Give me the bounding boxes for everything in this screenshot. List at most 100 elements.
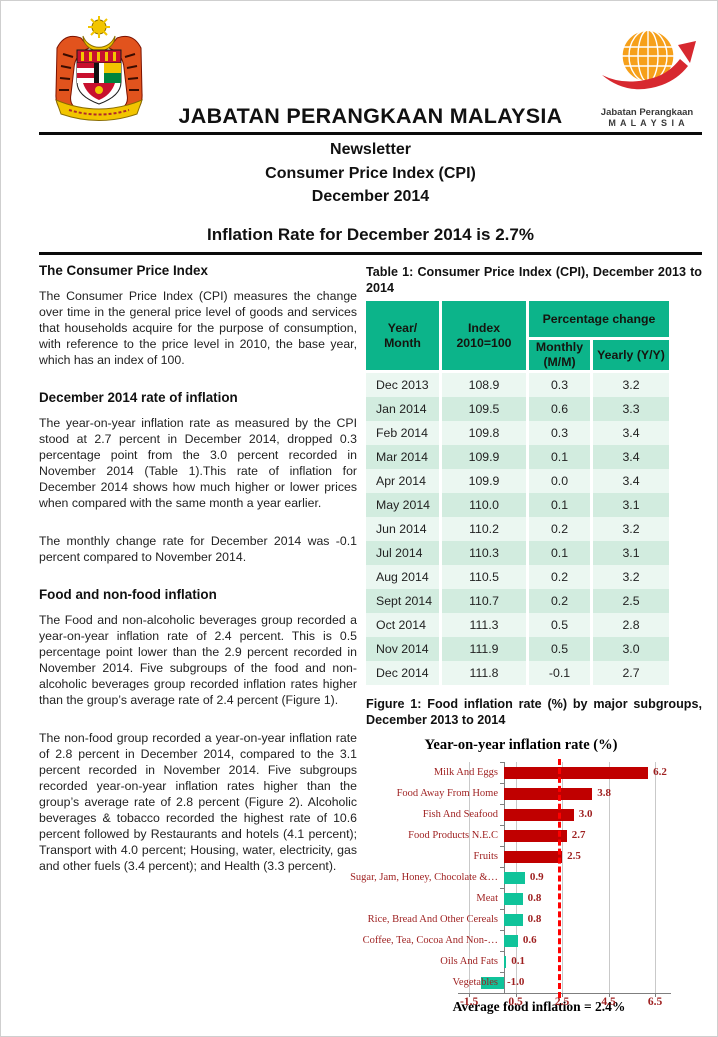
table-cell-value: 110.0	[439, 493, 526, 517]
chart-value-label: 6.2	[653, 766, 667, 778]
chart-value-label: 3.0	[578, 808, 593, 820]
headline-rule	[39, 252, 702, 255]
table-cell-value: 2.7	[590, 661, 669, 685]
chart-category-label: Food Products N.E.C	[408, 830, 498, 841]
chart-category-tick	[500, 972, 504, 973]
table-row: May 2014 110.0 0.1 3.1	[366, 493, 669, 517]
chart-category-tick	[500, 951, 504, 952]
table-cell-month: Apr 2014	[366, 469, 439, 493]
table-row: Nov 2014 111.9 0.5 3.0	[366, 637, 669, 661]
chart-value-label: 0.9	[529, 871, 544, 883]
table-cell-value: 110.7	[439, 589, 526, 613]
table-cell-month: Dec 2013	[366, 373, 439, 397]
section-heading: The Consumer Price Index	[39, 263, 208, 278]
chart-bar	[504, 766, 649, 779]
chart-category-label: Vegetables	[452, 977, 498, 988]
table-cell-value: 0.1	[526, 541, 590, 565]
table-cell-value: 3.4	[590, 469, 669, 493]
figure1-caption: Figure 1: Food inflation rate (%) by maj…	[366, 697, 702, 727]
coat-of-arms-graphic	[55, 16, 143, 121]
table-row: Feb 2014 109.8 0.3 3.4	[366, 421, 669, 445]
table-cell-month: Dec 2014	[366, 661, 439, 685]
table-cell-value: 3.3	[590, 397, 669, 421]
chart-gridline	[655, 762, 657, 993]
chart-category-tick	[500, 783, 504, 784]
table1-header-index: Index 2010=100	[439, 301, 526, 373]
data-column: Table 1: Consumer Price Index (CPI), Dec…	[350, 264, 702, 1015]
chart-bar	[504, 871, 525, 884]
chart-category-label: Fruits	[473, 851, 498, 862]
table-cell-value: 109.8	[439, 421, 526, 445]
table1-header-percentage-change: Percentage change	[526, 301, 669, 340]
table-cell-value: 3.0	[590, 637, 669, 661]
chart-category-label: Food Away From Home	[396, 788, 498, 799]
chart-bar	[480, 976, 505, 989]
table-cell-month: Jan 2014	[366, 397, 439, 421]
table-cell-value: 2.8	[590, 613, 669, 637]
chart-category-label: Oils And Fats	[440, 956, 498, 967]
article-section: The Consumer Price Index The Consumer Pri…	[39, 263, 357, 368]
chart-category-label: Sugar, Jam, Honey, Chocolate &…	[350, 872, 498, 883]
chart-bar	[504, 934, 518, 947]
table-cell-value: 110.2	[439, 517, 526, 541]
article-section: Food and non-food inflation The Food and …	[39, 587, 357, 874]
dosm-logo-text-line2: M A L A Y S I A	[608, 118, 686, 128]
table-cell-value: 3.4	[590, 445, 669, 469]
table-cell-value: 111.8	[439, 661, 526, 685]
chart-bar	[504, 808, 574, 821]
chart-category-tick	[500, 762, 504, 763]
table-cell-value: 0.3	[526, 373, 590, 397]
chart-category-tick	[500, 930, 504, 931]
chart-bar	[504, 829, 567, 842]
chart-gridline	[562, 762, 564, 993]
chart-gridline	[608, 762, 610, 993]
table-cell-value: 3.2	[590, 565, 669, 589]
table-cell-value: 110.5	[439, 565, 526, 589]
table-row: Jul 2014 110.3 0.1 3.1	[366, 541, 669, 565]
chart-category-label: Coffee, Tea, Cocoa And Non-…	[362, 935, 498, 946]
chart-title: Year-on-year inflation rate (%)	[424, 737, 618, 753]
doc-title-block: Newsletter Consumer Price Index (CPI) De…	[39, 138, 702, 209]
section-heading: December 2014 rate of inflation	[39, 390, 238, 405]
figure1-chart: Year-on-year inflation rate (%) Milk And…	[350, 737, 676, 1015]
chart-x-tickmark	[608, 993, 610, 997]
chart-value-label: 2.7	[571, 829, 586, 841]
table-cell-value: 109.9	[439, 445, 526, 469]
chart-x-tick-label: 6.5	[647, 996, 663, 1008]
table1-header-yearly: Yearly (Y/Y)	[590, 340, 669, 373]
table1-caption: Table 1: Consumer Price Index (CPI), Dec…	[366, 265, 702, 295]
chart-x-tickmark	[655, 993, 657, 997]
table-cell-value: 109.5	[439, 397, 526, 421]
table-cell-value: 3.1	[590, 541, 669, 565]
table-row: Jan 2014 109.5 0.6 3.3	[366, 397, 669, 421]
table-cell-value: 3.1	[590, 493, 669, 517]
org-title: JABATAN PERANGKAAN MALAYSIA	[178, 104, 563, 128]
chart-category-tick	[500, 867, 504, 868]
table-row: Aug 2014 110.5 0.2 3.2	[366, 565, 669, 589]
table-cell-month: Jul 2014	[366, 541, 439, 565]
table-row: Dec 2014 111.8 -0.1 2.7	[366, 661, 669, 685]
doc-title-line: Newsletter	[330, 141, 411, 158]
dosm-logo-text-line1: Jabatan Perangkaan	[600, 107, 694, 118]
table1-header-year-month: Year/ Month	[366, 301, 439, 373]
chart-category-label: Fish And Seafood	[422, 809, 498, 820]
chart-gridline	[469, 762, 471, 993]
chart-value-label: 0.8	[527, 892, 542, 904]
body-paragraph: The monthly change rate for December 201…	[39, 534, 357, 564]
table-cell-month: Feb 2014	[366, 421, 439, 445]
table-cell-value: 0.5	[526, 637, 590, 661]
table-cell-value: 0.2	[526, 517, 590, 541]
chart-plot-area: Milk And Eggs 6.2 Food Away From Home 3.8 Fi…	[350, 759, 676, 1015]
chart-x-tick-label: 2.5	[554, 996, 570, 1008]
table-cell-value: 0.1	[526, 493, 590, 517]
body-paragraph: The Food and non-alcoholic beverages gro…	[39, 613, 357, 707]
chart-value-label: 3.8	[597, 787, 612, 799]
table-cell-value: 108.9	[439, 373, 526, 397]
table-row: Apr 2014 109.9 0.0 3.4	[366, 469, 669, 493]
body-paragraph: The year-on-year inflation rate as measu…	[39, 416, 357, 510]
chart-bar	[504, 850, 563, 863]
dosm-globe-arrow-graphic	[602, 29, 696, 90]
chart-value-label: 0.6	[522, 934, 537, 946]
chart-category-label: Milk And Eggs	[433, 767, 498, 778]
table-row: Mar 2014 109.9 0.1 3.4	[366, 445, 669, 469]
